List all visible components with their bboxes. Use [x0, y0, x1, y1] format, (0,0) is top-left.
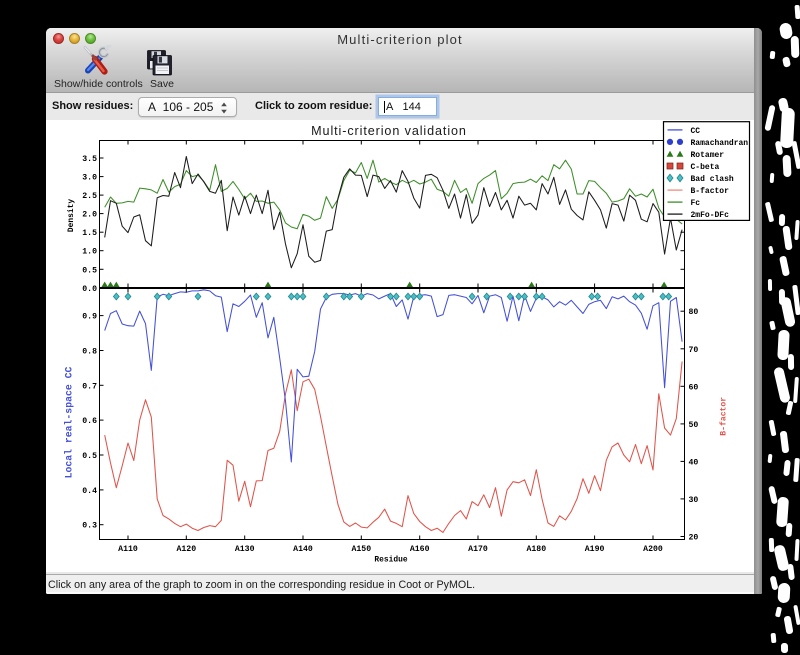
svg-text:A190: A190 — [585, 545, 605, 554]
svg-text:2mFo-DFc: 2mFo-DFc — [691, 211, 730, 220]
svg-text:A150: A150 — [351, 545, 371, 554]
svg-text:A170: A170 — [468, 545, 488, 554]
svg-text:0.6: 0.6 — [82, 417, 97, 426]
svg-text:Ramachandran: Ramachandran — [691, 139, 749, 148]
svg-text:Local real-space CC: Local real-space CC — [64, 367, 75, 479]
svg-text:Density: Density — [67, 199, 76, 232]
svg-text:C-beta: C-beta — [691, 163, 720, 172]
svg-text:A160: A160 — [410, 545, 430, 554]
svg-text:0.5: 0.5 — [82, 266, 97, 275]
svg-text:Multi-criterion validation: Multi-criterion validation — [311, 124, 467, 138]
svg-text:A140: A140 — [293, 545, 313, 554]
svg-text:A110: A110 — [118, 545, 138, 554]
svg-text:B-factor: B-factor — [720, 397, 729, 436]
svg-text:B-factor: B-factor — [691, 187, 730, 196]
svg-text:2.0: 2.0 — [82, 211, 97, 220]
svg-text:0.5: 0.5 — [82, 452, 97, 461]
svg-text:Rotamer: Rotamer — [691, 151, 725, 160]
svg-text:A200: A200 — [643, 545, 663, 554]
svg-text:A180: A180 — [526, 545, 546, 554]
svg-text:0.0: 0.0 — [82, 285, 97, 294]
svg-text:0.9: 0.9 — [82, 313, 97, 322]
svg-text:50: 50 — [689, 421, 699, 430]
svg-text:2.5: 2.5 — [82, 192, 97, 201]
svg-text:80: 80 — [689, 308, 699, 317]
svg-text:Fc: Fc — [691, 199, 701, 208]
svg-text:70: 70 — [689, 346, 699, 355]
svg-text:3.5: 3.5 — [82, 155, 97, 164]
svg-text:3.0: 3.0 — [82, 174, 97, 183]
svg-text:20: 20 — [689, 534, 699, 543]
svg-text:A120: A120 — [176, 545, 196, 554]
svg-text:0.3: 0.3 — [82, 522, 97, 531]
svg-text:40: 40 — [689, 458, 699, 467]
svg-text:0.7: 0.7 — [82, 382, 97, 391]
svg-text:30: 30 — [689, 496, 699, 505]
svg-text:Bad clash: Bad clash — [691, 175, 734, 184]
svg-text:Residue: Residue — [374, 556, 407, 565]
svg-text:1.0: 1.0 — [82, 248, 97, 257]
svg-text:A130: A130 — [235, 545, 255, 554]
svg-text:60: 60 — [689, 383, 699, 392]
svg-text:0.4: 0.4 — [82, 487, 97, 496]
svg-text:1.5: 1.5 — [82, 229, 97, 238]
svg-text:CC: CC — [691, 127, 701, 136]
svg-text:0.8: 0.8 — [82, 348, 97, 357]
